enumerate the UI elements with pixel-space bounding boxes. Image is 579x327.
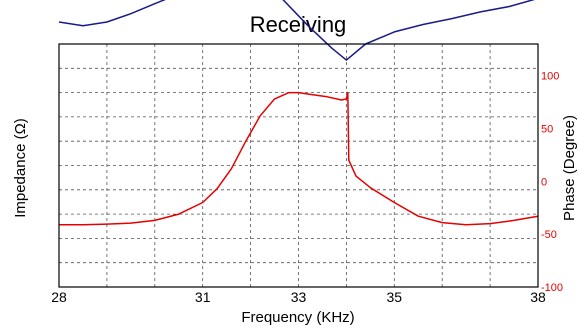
impedance-line xyxy=(58,0,536,61)
x-tick-label: 31 xyxy=(195,289,211,305)
grid xyxy=(59,44,538,287)
right-tick-labels: 100 50 0 -50 -100 xyxy=(541,71,563,294)
left-axis-title: Impedance (Ω) xyxy=(12,118,29,218)
right-tick-label: 100 xyxy=(541,71,559,83)
x-tick-label: 33 xyxy=(291,289,307,305)
plot-series xyxy=(58,0,539,226)
right-tick-label: 50 xyxy=(541,124,553,136)
right-axis-title: Phase (Degree) xyxy=(561,115,578,221)
plot-frame xyxy=(58,43,539,288)
x-axis-title: Frequency (KHz) xyxy=(241,309,354,326)
right-tick-label: -100 xyxy=(541,282,563,294)
x-tick-label: 35 xyxy=(387,289,403,305)
right-tick-label: 0 xyxy=(541,176,547,188)
right-tick-label: -50 xyxy=(541,229,557,241)
x-tick-label: 28 xyxy=(51,289,67,305)
x-tick-label: 38 xyxy=(530,289,546,305)
x-tick-labels: 28 31 33 35 38 xyxy=(51,289,546,305)
phase-line xyxy=(59,91,539,226)
